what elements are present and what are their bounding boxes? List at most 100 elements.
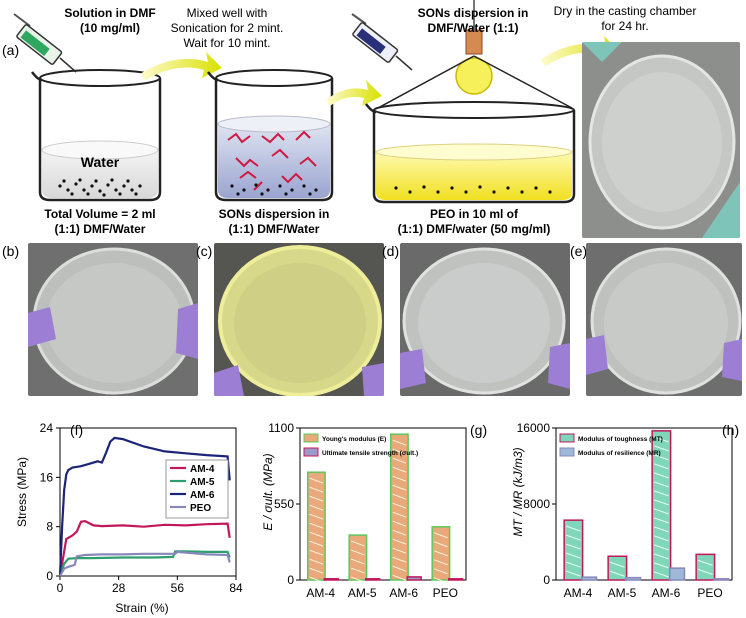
h-bar-hatch — [565, 561, 581, 568]
g-bar-hatch — [392, 556, 407, 563]
h-bar-hatch — [653, 571, 669, 578]
f-series-line-am-4 — [58, 519, 231, 577]
h-bar-hatch — [565, 543, 581, 550]
g-bar-hatch — [309, 486, 324, 493]
g-ylabel: E / σult. (MPa) — [261, 453, 275, 530]
arrow-icon-2 — [326, 80, 382, 106]
h-ylabel-text: MT / MR (kJ/m3) — [511, 447, 525, 536]
g-bar-hatch — [351, 549, 365, 556]
h-bar-am-4-s0 — [563, 519, 584, 581]
g-bar-hatch — [309, 558, 324, 565]
h-bar-hatch — [653, 553, 669, 560]
g-bar-hatch — [434, 577, 448, 584]
lamp-icon — [377, 0, 573, 109]
h-ytick-label: 16000 — [517, 421, 551, 435]
h-bar-hatch — [565, 525, 581, 532]
step1-conc-text: (10 mg/ml) — [79, 21, 140, 35]
g-ylabel-text: E / σult. (MPa) — [261, 453, 275, 530]
f-ytick-label: 24 — [40, 421, 54, 435]
panel-label-h: (h) — [722, 422, 740, 438]
h-legend-swatch — [559, 433, 575, 443]
g-category-label: PEO — [433, 586, 458, 600]
f-ytick-label: 0 — [46, 569, 53, 583]
g-bar-peo-s1 — [447, 578, 464, 581]
g-bar-hatch — [309, 504, 324, 511]
h-bar-peo-s1 — [712, 578, 730, 581]
panel-label-a: (a) — [2, 42, 20, 58]
g-ytick-label: 0 — [287, 573, 294, 587]
g-category-label: AM-6 — [389, 586, 418, 600]
arrow1-text-3: Wait for 10 mint. — [183, 36, 271, 50]
h-bar-hatch — [653, 490, 669, 497]
h-bar-hatch — [653, 454, 669, 461]
h-bar-hatch — [653, 436, 669, 443]
h-category-label: PEO — [697, 586, 722, 600]
toughness-resilience-chart: MT / MR (kJ/m3) 0 8000 16000 AM-4 AM-5 AM-6 P… — [511, 421, 733, 600]
film-photo-d — [400, 243, 570, 396]
film-photo-b — [28, 243, 198, 396]
h-bar-hatch — [609, 561, 625, 568]
beaker1-liquid-label: Water — [80, 154, 120, 170]
h-bar-hatch — [653, 526, 669, 533]
h-bar-am-6-s1 — [668, 567, 686, 581]
modulus-strength-chart: E / σult. (MPa) 0 550 1100 AM-4 AM-5 AM-6 PEO… — [261, 421, 467, 600]
g-category-label: AM-4 — [306, 586, 335, 600]
g-bar-hatch — [392, 466, 407, 473]
g-bar-hatch — [351, 558, 365, 565]
f-legend-label: AM-6 — [190, 490, 215, 501]
g-legend-label: Ultimate tensile strength (σult.) — [322, 450, 418, 457]
g-bar-hatch — [434, 550, 448, 557]
beaker3-caption-1: PEO in 10 ml of — [429, 207, 519, 221]
g-bar-hatch — [392, 493, 407, 500]
h-bar-hatch — [565, 570, 581, 577]
g-bar-hatch — [434, 568, 448, 575]
g-bar-hatch — [309, 540, 324, 547]
arrow3-text-1: Dry in the casting chamber — [553, 4, 697, 18]
arrow1-text-2: Sonication for 2 mint. — [170, 21, 284, 35]
panel-label-c: (c) — [196, 243, 213, 259]
g-bar-hatch — [392, 565, 407, 572]
g-bar-am-4-s1 — [323, 578, 339, 581]
film-photo-e — [586, 243, 742, 396]
g-category-label: AM-5 — [348, 586, 377, 600]
h-bar-hatch — [653, 472, 669, 479]
h-bar-hatch — [653, 544, 669, 551]
film-photo-a — [582, 42, 740, 238]
h-ytick-label: 8000 — [523, 497, 550, 511]
stress-strain-chart: Stress (MPa) Strain (%) 0 28 56 84 0 8 16 24 AM… — [15, 421, 243, 615]
beaker-icon-1 — [31, 69, 162, 202]
h-bar-hatch — [697, 559, 713, 566]
g-bar-am-5-s1 — [364, 578, 381, 581]
g-bar-hatch — [392, 502, 407, 509]
h-bar-hatch — [653, 499, 669, 506]
g-bar-hatch — [309, 567, 324, 574]
g-legend-swatch — [303, 447, 319, 457]
f-xtick-label: 56 — [171, 581, 185, 595]
g-legend-swatch — [303, 433, 319, 443]
beaker2-caption-1: SONs dispersion in — [218, 207, 330, 221]
film-photo-c — [214, 243, 384, 396]
f-xlabel: Strain (%) — [115, 601, 168, 615]
g-legend-label: Young's modulus (E) — [322, 436, 386, 443]
h-bar-hatch — [697, 568, 713, 575]
h-bar-hatch — [653, 445, 669, 452]
g-bar-hatch — [392, 448, 407, 455]
g-bar-hatch — [392, 547, 407, 554]
f-legend-box — [165, 459, 229, 519]
h-category-label: AM-6 — [652, 586, 681, 600]
h-category-label: AM-4 — [564, 586, 593, 600]
beaker1-caption-2: (1:1) DMF/Water — [54, 222, 146, 236]
g-ytick-label: 550 — [274, 497, 294, 511]
step1-top-text: Solution in DMF — [64, 6, 156, 20]
g-bar-hatch — [351, 567, 365, 574]
g-bar-hatch — [392, 457, 407, 464]
h-category-label: AM-5 — [608, 586, 637, 600]
f-series-line-peo — [59, 550, 231, 577]
f-xtick-label: 28 — [112, 581, 126, 595]
panel-label-f: (f) — [70, 422, 84, 438]
f-series-line-am-6 — [58, 436, 231, 577]
g-bar-hatch — [392, 439, 407, 446]
h-legend-label: Modulus of toughness (MT) — [578, 436, 663, 443]
h-bar-hatch — [653, 562, 669, 569]
g-bar-hatch — [392, 475, 407, 482]
